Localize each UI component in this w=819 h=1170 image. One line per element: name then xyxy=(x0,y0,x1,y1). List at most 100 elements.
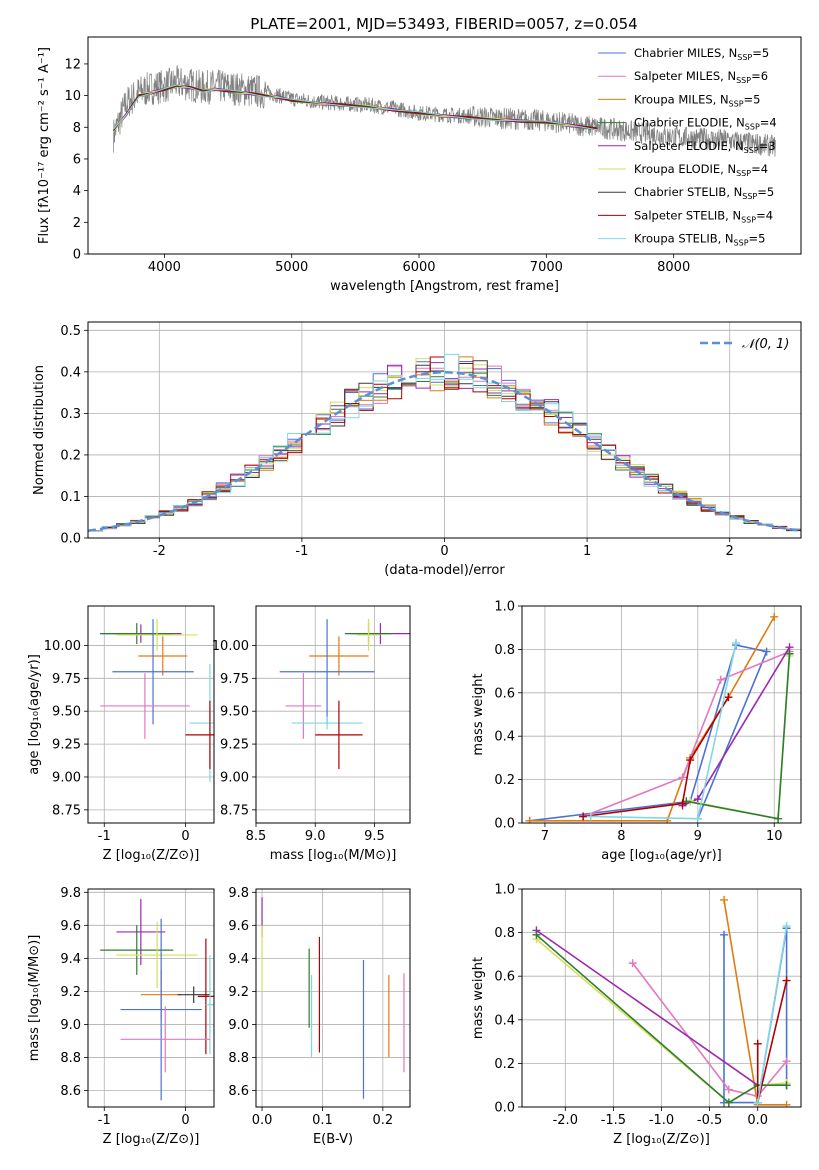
data-point xyxy=(205,955,214,1055)
y-axis-label: mass [log₁₀(M/M⊙)] xyxy=(27,935,42,1062)
mass-weight-marker xyxy=(724,1085,733,1094)
x-tick-label: 5000 xyxy=(275,260,308,275)
legend-label: Kroupa ELODIE, NSSP=4 xyxy=(634,162,768,178)
panel-residuals: -2 -1 0 1 2 0.0 0.1 0.2 0.3 0.4 0.5 (data-model)/er… xyxy=(32,321,802,578)
data-point xyxy=(116,619,198,651)
x-tick-label: 9.5 xyxy=(364,829,385,844)
mass-weight-marker xyxy=(724,693,733,702)
y-tick-label: 0.0 xyxy=(60,532,81,547)
y-tick-label: 10.00 xyxy=(44,639,81,654)
mass-weight-line xyxy=(756,925,788,1103)
x-axis-label: age [log₁₀(age/yr)] xyxy=(601,848,722,863)
panel-age_vs_z: -1 0 8.75 9.00 9.25 9.50 9.75 10.00 Z [log₁₀(Z/Z… xyxy=(27,605,215,863)
x-axis-label: Z [log₁₀(Z/Z⊙)] xyxy=(103,848,200,863)
plot-area xyxy=(113,64,776,157)
y-axis-label: mass weight xyxy=(471,673,486,755)
panel-mass_vs_ebv: 0.0 0.1 0.2 8.6 8.8 9.0 9.2 9.4 9.6 9.8 E(B-V) xyxy=(228,886,411,1147)
figure-title: PLATE=2001, MJD=53493, FIBERID=0057, z=0… xyxy=(250,15,637,33)
panel-mw_vs_z: -2.0 -1.5 -1.0 -0.5 0.0 0.0 0.2 0.4 0.6 0.8 1.0 Z [… xyxy=(471,883,802,1147)
plot-area xyxy=(261,897,405,1099)
data-spectrum-line xyxy=(113,64,776,157)
x-tick-label: 7 xyxy=(541,829,549,844)
axes-frame xyxy=(87,605,215,824)
mass-weight-marker xyxy=(586,812,595,821)
plot-area xyxy=(100,898,214,1101)
y-tick-label: 9.8 xyxy=(228,886,249,901)
y-tick-label: 0.0 xyxy=(494,817,515,832)
y-tick-label: 1.0 xyxy=(494,883,515,898)
panel-mass_vs_z: -1 0 8.6 8.8 9.0 9.2 9.4 9.6 9.8 Z [log₁₀(Z/Z⊙)] m… xyxy=(27,886,215,1147)
x-tick-label: 1 xyxy=(583,544,591,559)
data-point xyxy=(356,619,381,651)
y-tick-label: 2 xyxy=(73,216,81,231)
legend-label: Chabrier STELIB, NSSP=5 xyxy=(634,185,774,201)
x-tick-label: 0 xyxy=(181,1113,189,1128)
x-tick-label: -1 xyxy=(98,1113,111,1128)
mass-weight-marker xyxy=(716,675,725,684)
legend-label: Kroupa STELIB, NSSP=5 xyxy=(634,232,765,248)
y-tick-label: 9.75 xyxy=(52,672,81,687)
axes-frame xyxy=(255,605,411,824)
y-tick-label: 1.0 xyxy=(494,600,515,615)
y-tick-label: 0.2 xyxy=(494,773,515,788)
y-tick-label: 8.75 xyxy=(52,803,81,818)
mass-weight-marker xyxy=(579,812,588,821)
y-tick-label: 0.4 xyxy=(494,730,515,745)
panel-spectrum: 4000 5000 6000 7000 8000 0 2 4 6 8 10 12 wavelength … xyxy=(37,36,802,294)
plot-area xyxy=(88,353,801,532)
y-tick-label: 6 xyxy=(73,152,81,167)
y-tick-label: 8 xyxy=(73,121,81,136)
legend-label: Kroupa MILES, NSSP=5 xyxy=(634,92,760,108)
y-tick-label: 8.6 xyxy=(228,1084,249,1099)
x-axis-label: wavelength [Angstrom, rest frame] xyxy=(330,279,559,294)
data-point xyxy=(100,623,174,645)
mass-weight-marker xyxy=(782,1100,791,1107)
y-tick-label: 8.6 xyxy=(60,1084,81,1099)
y-tick-label: 4 xyxy=(73,184,81,199)
data-point xyxy=(138,636,188,676)
x-tick-label: 4000 xyxy=(148,260,181,275)
y-axis-label: mass weight xyxy=(471,957,486,1039)
x-tick-label: -2 xyxy=(153,544,166,559)
mass-weight-line xyxy=(583,696,730,818)
data-point xyxy=(309,636,369,676)
data-point xyxy=(100,673,190,739)
y-tick-label: 10 xyxy=(64,89,81,104)
y-tick-label: 9.6 xyxy=(228,919,249,934)
mass-weight-marker xyxy=(785,649,794,658)
y-tick-label: 0.0 xyxy=(494,1101,515,1116)
x-tick-label: -1.5 xyxy=(601,1113,626,1128)
x-tick-label: -1 xyxy=(98,829,111,844)
y-axis-label: age [log₁₀(age/yr)] xyxy=(27,654,42,775)
y-tick-label: 9.25 xyxy=(52,738,81,753)
data-point xyxy=(291,716,363,730)
y-tick-label: 0.8 xyxy=(494,926,515,941)
plot-area xyxy=(100,619,214,783)
y-tick-label: 10.00 xyxy=(212,639,249,654)
mass-weight-line xyxy=(582,650,790,818)
x-tick-label: -1.0 xyxy=(649,1113,674,1128)
x-axis-label: Z [log₁₀(Z/Z⊙)] xyxy=(103,1132,200,1147)
y-tick-label: 0.5 xyxy=(60,324,81,339)
y-tick-label: 8.75 xyxy=(220,803,249,818)
data-point xyxy=(185,700,214,770)
mass-weight-marker xyxy=(720,930,729,939)
gaussian-curve xyxy=(88,371,801,532)
x-tick-label: 8.5 xyxy=(246,829,267,844)
mass-weight-marker xyxy=(762,647,771,656)
x-tick-label: 8 xyxy=(617,829,625,844)
y-tick-label: 0.2 xyxy=(60,448,81,463)
mass-weight-line xyxy=(535,934,787,1104)
panel-mw_vs_age: 7 8 9 10 0.0 0.2 0.4 0.6 0.8 1.0 age [log₁₀(age/yr… xyxy=(471,600,802,863)
mass-weight-marker xyxy=(532,930,541,939)
y-axis-label: Flux [fλ10⁻¹⁷ erg cm⁻² s⁻¹ A⁻¹] xyxy=(37,47,52,244)
legend-label: Chabrier MILES, NSSP=5 xyxy=(634,46,769,62)
mass-weight-marker xyxy=(724,1098,733,1107)
mass-weight-marker xyxy=(774,814,783,823)
mass-weight-marker xyxy=(678,799,687,808)
x-tick-label: -2.0 xyxy=(553,1113,578,1128)
y-tick-label: 9.75 xyxy=(220,672,249,687)
mass-weight-marker xyxy=(753,1098,762,1107)
x-tick-label: 8000 xyxy=(657,260,690,275)
